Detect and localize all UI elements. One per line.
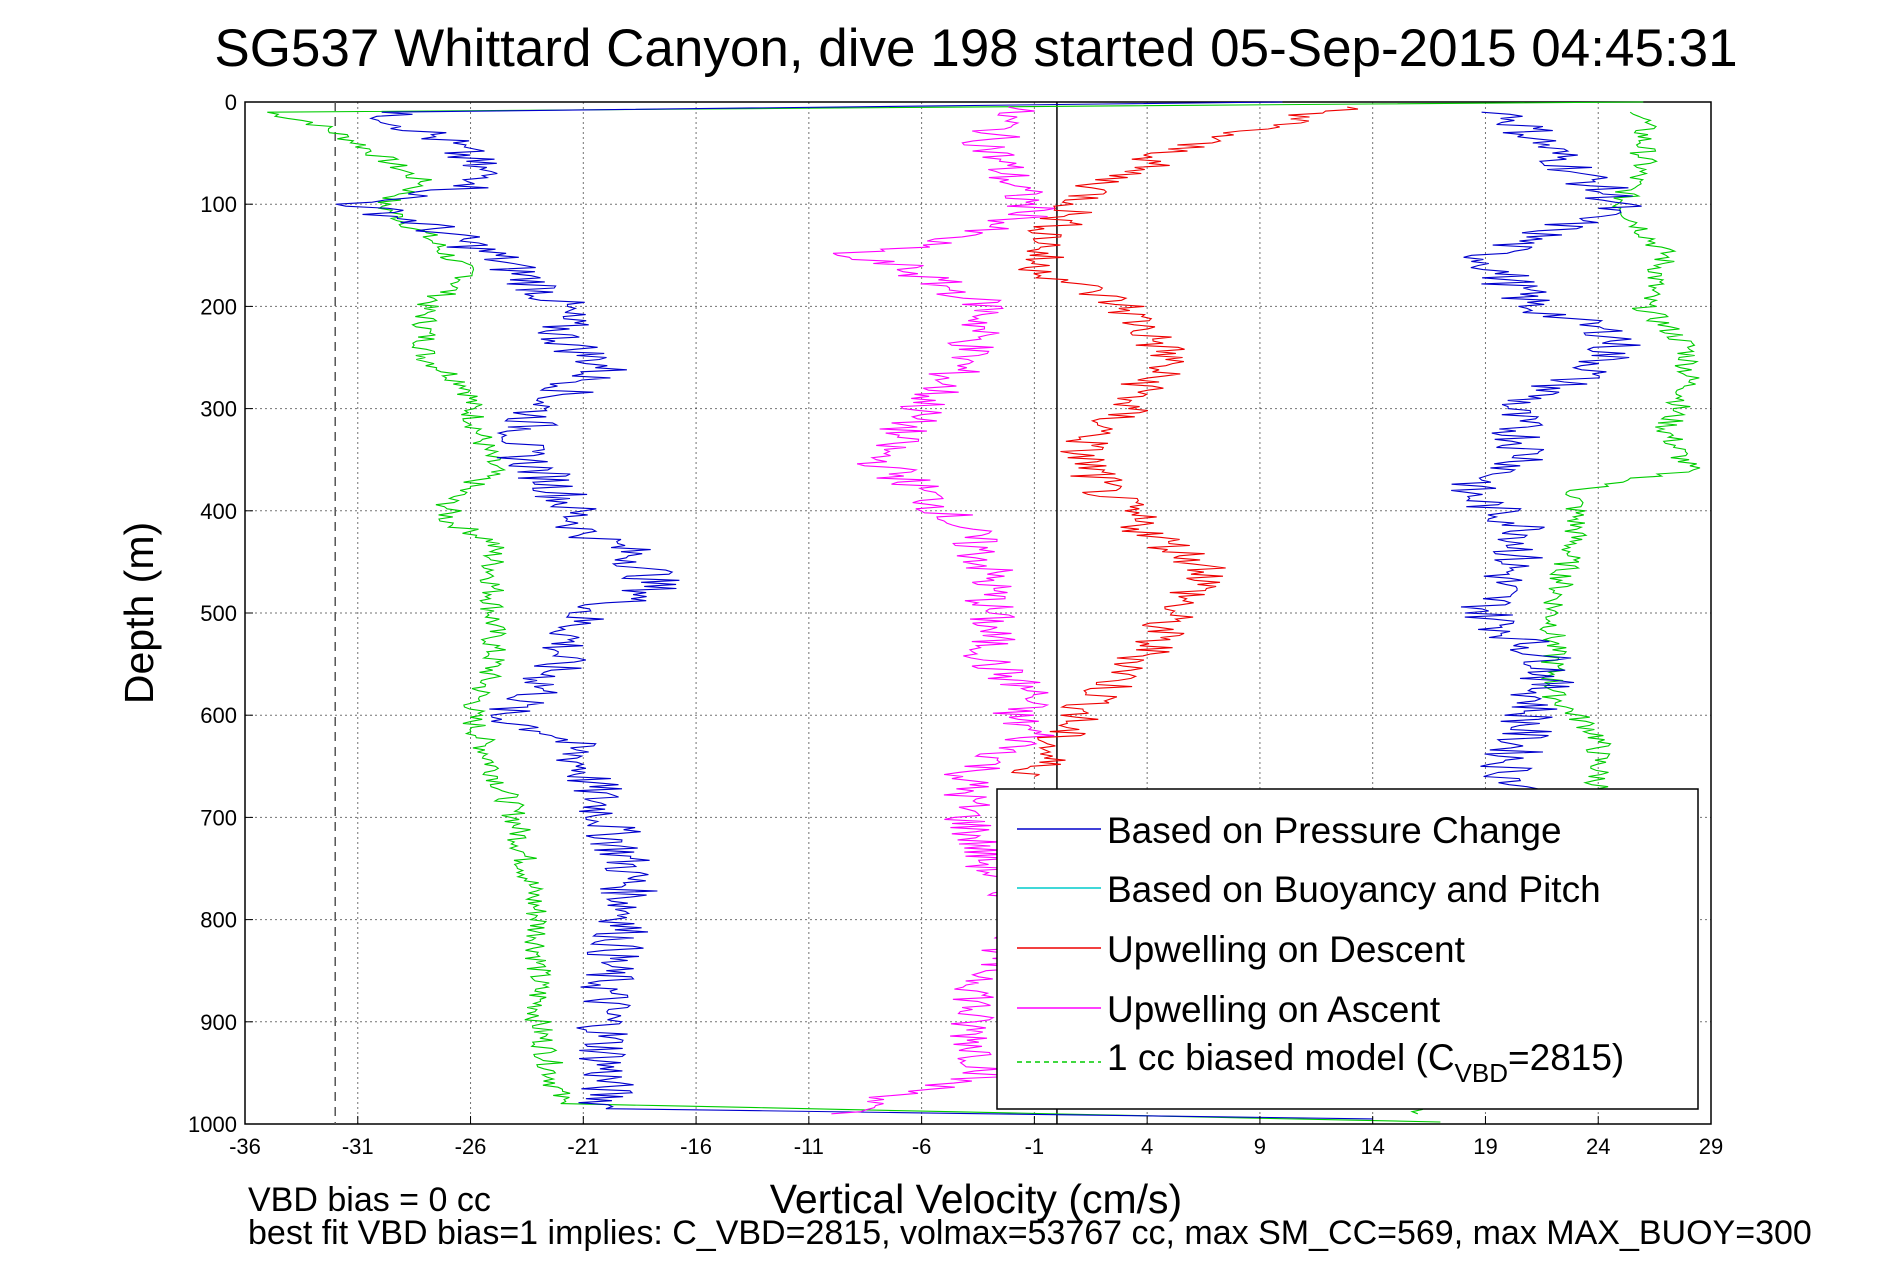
y-tick-label: 0 <box>225 90 237 115</box>
x-tick-label: -26 <box>455 1134 487 1159</box>
legend-label-biased-model-suffix: =2815) <box>1508 1037 1624 1078</box>
legend-label-upwelling-ascent: Upwelling on Ascent <box>1107 989 1441 1030</box>
x-tick-label: -1 <box>1025 1134 1045 1159</box>
x-tick-label: 14 <box>1360 1134 1384 1159</box>
x-tick-label: -6 <box>912 1134 932 1159</box>
y-axis-ticks: 0 100 200 300 400 500 600 700 800 900 1000 <box>188 90 253 1137</box>
series-biased-model-descent <box>267 101 1644 1123</box>
x-tick-label: -31 <box>342 1134 374 1159</box>
x-tick-label: -11 <box>794 1134 824 1159</box>
x-tick-label: 4 <box>1141 1134 1153 1159</box>
y-tick-label: 800 <box>200 908 237 933</box>
y-tick-label: 400 <box>200 499 237 524</box>
legend-label-buoyancy-pitch: Based on Buoyancy and Pitch <box>1107 869 1601 910</box>
y-tick-label: 600 <box>200 703 237 728</box>
x-tick-label: -36 <box>229 1134 261 1159</box>
x-tick-label: 19 <box>1473 1134 1497 1159</box>
y-tick-label: 500 <box>200 601 237 626</box>
y-tick-label: 200 <box>200 294 237 319</box>
legend-label-upwelling-descent: Upwelling on Descent <box>1107 929 1466 970</box>
series-pressure-change-descent <box>336 101 1373 1120</box>
legend-label-biased-model-sub: VBD <box>1455 1058 1508 1088</box>
y-tick-label: 900 <box>200 1010 237 1035</box>
legend-box <box>996 788 1699 1110</box>
x-tick-label: -16 <box>680 1134 712 1159</box>
x-tick-label: 9 <box>1254 1134 1266 1159</box>
y-tick-label: 100 <box>200 192 237 217</box>
y-tick-label: 700 <box>200 805 237 830</box>
series-upwelling-descent <box>1010 106 1359 778</box>
annotation-best-fit: best fit VBD bias=1 implies: C_VBD=2815,… <box>248 1214 1812 1252</box>
y-axis-label: Depth (m) <box>116 522 162 704</box>
annotation-vbd-bias: VBD bias = 0 cc <box>248 1181 491 1219</box>
legend: Based on Pressure Change Based on Buoyan… <box>996 788 1699 1110</box>
legend-label-biased-model-main: 1 cc biased model (C <box>1107 1037 1455 1078</box>
y-tick-label: 300 <box>200 397 237 422</box>
x-axis-label: Vertical Velocity (cm/s) <box>770 1176 1182 1222</box>
y-tick-label: 1000 <box>188 1112 237 1137</box>
chart-title: SG537 Whittard Canyon, dive 198 started … <box>214 19 1737 78</box>
x-tick-label: -21 <box>567 1134 599 1159</box>
legend-label-pressure-change: Based on Pressure Change <box>1107 810 1562 851</box>
x-axis-ticks: -36 -31 -26 -21 -16 -11 -6 -1 4 9 14 19 24 29 <box>229 1116 1723 1159</box>
x-tick-label: 24 <box>1586 1134 1610 1159</box>
legend-label-biased-model: 1 cc biased model (CVBD=2815) <box>1107 1037 1624 1088</box>
x-tick-label: 29 <box>1699 1134 1723 1159</box>
